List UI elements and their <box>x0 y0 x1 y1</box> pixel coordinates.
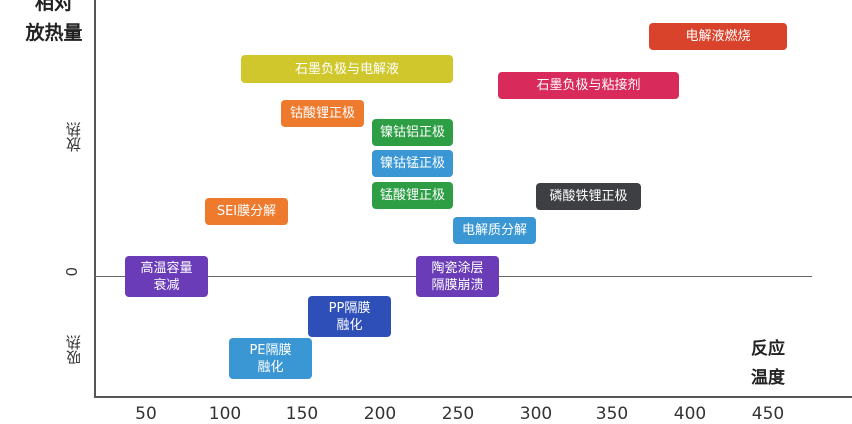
y-axis-title-line2: 放热量 <box>25 22 83 44</box>
event-sei-decomposition: SEI膜分解 <box>205 198 288 225</box>
x-tick-450: 450 <box>751 404 785 424</box>
event-graphite-binder: 石墨负极与粘接剂 <box>498 72 679 99</box>
event-lfp-cathode: 磷酸铁锂正极 <box>536 183 641 210</box>
event-ncm-cathode: 镍钴锰正极 <box>372 150 453 177</box>
x-tick-150: 150 <box>285 404 319 424</box>
x-tick-350: 350 <box>595 404 629 424</box>
x-tick-300: 300 <box>519 404 553 424</box>
event-nca-cathode: 镍钴铝正极 <box>372 119 453 146</box>
event-graphite-electrolyte: 石墨负极与电解液 <box>241 55 453 83</box>
y-axis-line <box>94 0 96 398</box>
x-axis-title-line2: 温度 <box>751 368 785 388</box>
event-lmo-cathode: 锰酸锂正极 <box>372 182 453 209</box>
x-axis-line <box>94 396 852 398</box>
event-pe-separator-melt: PE隔膜 融化 <box>229 338 312 379</box>
event-ceramic-separator-collapse: 陶瓷涂层 隔膜崩溃 <box>416 256 499 297</box>
x-axis-title-line1: 反应 <box>751 339 785 359</box>
x-tick-100: 100 <box>208 404 242 424</box>
y-axis-title-line1: 相对 <box>34 0 73 14</box>
y-axis-title: 相对 放热量 <box>14 0 94 48</box>
event-lco-cathode: 钴酸锂正极 <box>281 100 364 127</box>
event-capacity-fade: 高温容量 衰减 <box>125 256 208 297</box>
event-electrolyte-combustion: 电解液燃烧 <box>649 23 787 50</box>
event-pp-separator-melt: PP隔膜 融化 <box>308 296 391 337</box>
x-tick-200: 200 <box>363 404 397 424</box>
event-electrolyte-decomposition: 电解质分解 <box>453 217 536 244</box>
x-tick-400: 400 <box>673 404 707 424</box>
y-lower-label: 吸热 <box>65 335 83 365</box>
x-tick-250: 250 <box>441 404 475 424</box>
x-tick-50: 50 <box>135 404 157 424</box>
x-axis-title: 反应 温度 <box>746 335 790 393</box>
y-zero-label: 0 <box>63 267 81 277</box>
y-upper-label: 放热 <box>65 122 83 152</box>
